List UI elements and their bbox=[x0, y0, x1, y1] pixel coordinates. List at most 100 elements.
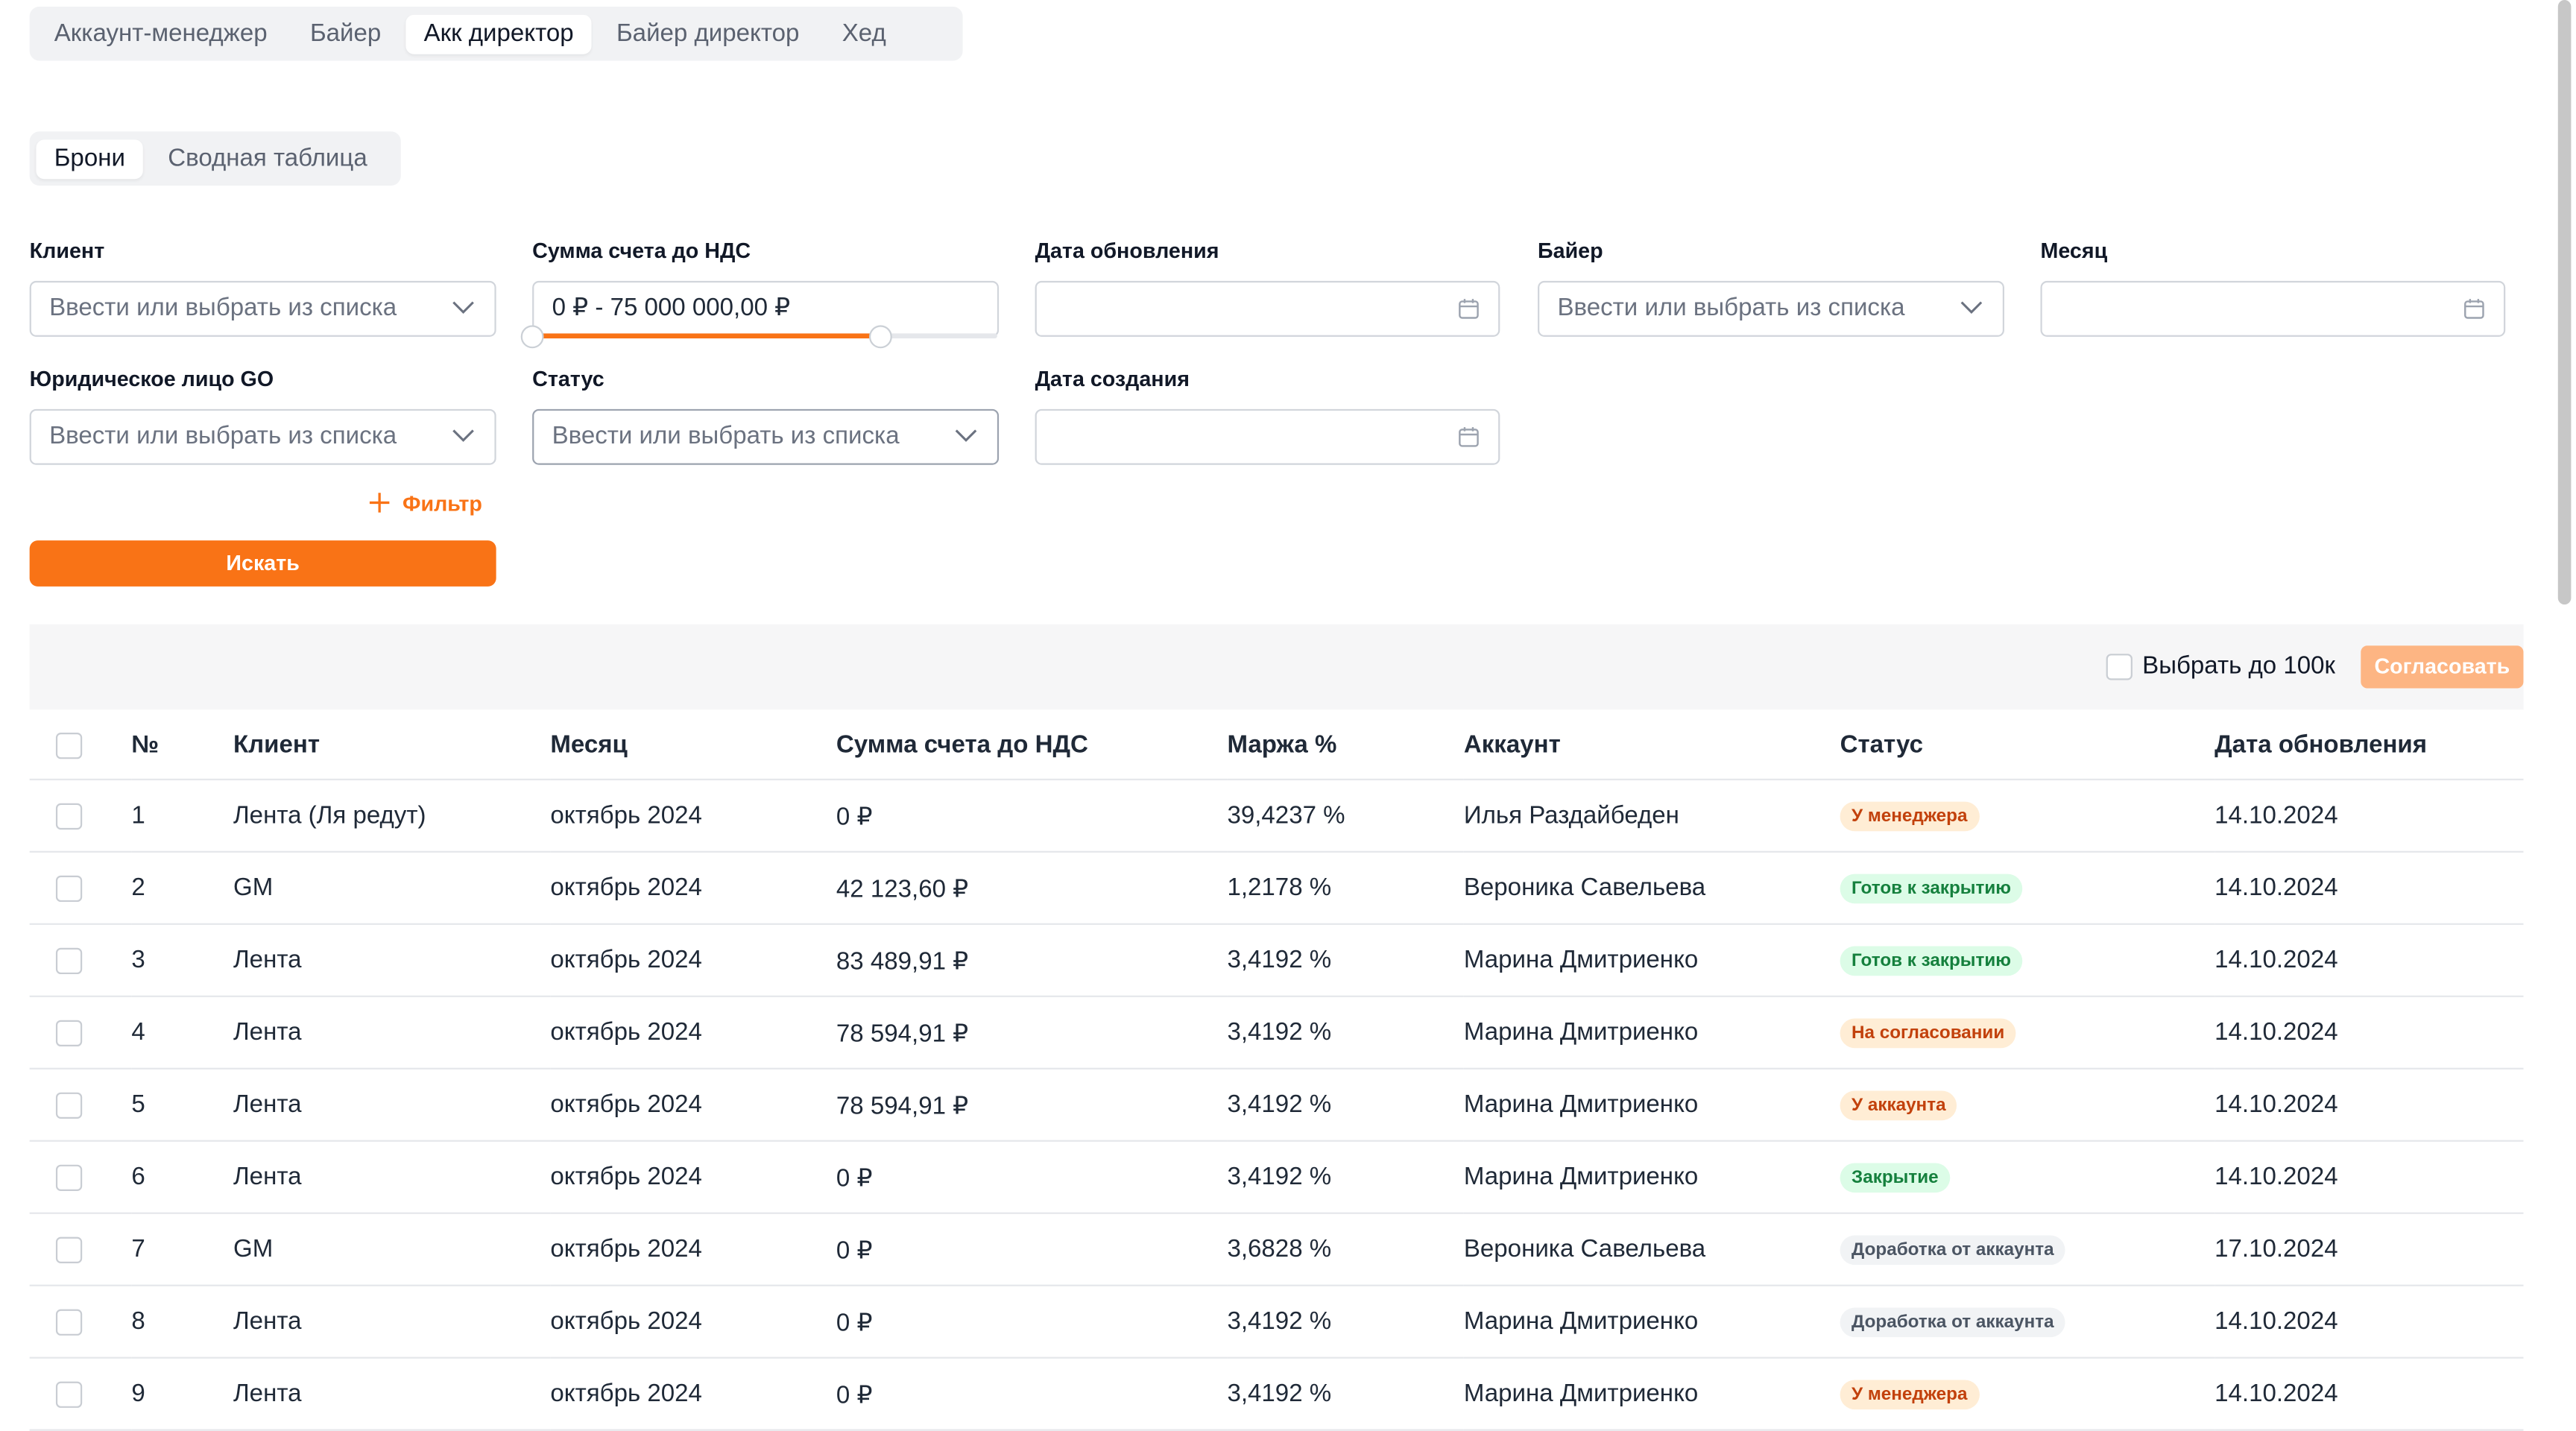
row-number-cell: 9 bbox=[131, 1357, 233, 1431]
row-month-cell: октябрь 2024 bbox=[550, 1140, 836, 1214]
row-updated-date: 14.10.2024 bbox=[2214, 946, 2338, 975]
page-scrollbar[interactable] bbox=[2557, 0, 2572, 605]
row-checkbox[interactable] bbox=[55, 1092, 83, 1119]
sum-range-input[interactable]: 0 ₽ - 75 000 000,00 ₽ bbox=[532, 280, 1000, 337]
legal-entity-select[interactable]: Ввести или выбрать из списка bbox=[29, 408, 496, 465]
table-row[interactable]: 8 Лента октябрь 2024 0 ₽ 3,4192 % Марина Дмит… bbox=[29, 1285, 2524, 1359]
col-header-account[interactable]: Аккаунт bbox=[1463, 710, 1840, 780]
tab-buyer-director[interactable]: Байер директор bbox=[616, 19, 800, 47]
row-account-cell: Марина Дмитриенко bbox=[1463, 1140, 1840, 1214]
created-date-label: Дата создания bbox=[1035, 366, 1190, 391]
row-checkbox[interactable] bbox=[55, 1381, 83, 1408]
col-header-number[interactable]: № bbox=[131, 710, 233, 780]
created-date-picker[interactable] bbox=[1035, 408, 1500, 465]
table-row[interactable]: 2 GM октябрь 2024 42 123,60 ₽ 1,2178 % Верони… bbox=[29, 851, 2524, 925]
buyer-select[interactable]: Ввести или выбрать из списка bbox=[1538, 280, 2005, 337]
row-sum: 78 594,91 ₽ bbox=[836, 1091, 969, 1120]
table-row[interactable]: 9 Лента октябрь 2024 0 ₽ 3,4192 % Марина Дмит… bbox=[29, 1357, 2524, 1431]
sum-range-min-handle[interactable] bbox=[520, 325, 544, 349]
row-updated-date: 17.10.2024 bbox=[2214, 1235, 2338, 1263]
row-margin-cell: 3,4192 % bbox=[1227, 1285, 1464, 1359]
col-header-updated[interactable]: Дата обновления bbox=[2214, 710, 2524, 780]
tab-account-director[interactable]: Акк директор bbox=[405, 13, 592, 54]
row-checkbox[interactable] bbox=[55, 1020, 83, 1047]
status-badge: У менеджера bbox=[1840, 1380, 1979, 1410]
row-number-cell: 2 bbox=[131, 851, 233, 925]
row-margin: 39,4237 % bbox=[1227, 801, 1345, 830]
buyer-filter-label: Байер bbox=[1538, 238, 1603, 263]
row-sum-cell: 0 ₽ bbox=[836, 1140, 1228, 1214]
row-status-cell: У аккаунта bbox=[1840, 1068, 2215, 1142]
col-header-margin[interactable]: Маржа % bbox=[1227, 710, 1464, 780]
row-margin-cell: 3,6828 % bbox=[1227, 1213, 1464, 1286]
table-row[interactable]: 5 Лента октябрь 2024 78 594,91 ₽ 3,4192 % Мар… bbox=[29, 1068, 2524, 1142]
row-margin: 3,4192 % bbox=[1227, 946, 1332, 975]
row-updated-date: 14.10.2024 bbox=[2214, 1380, 2338, 1408]
table-row[interactable]: 6 Лента октябрь 2024 0 ₽ 3,4192 % Марина Дмит… bbox=[29, 1140, 2524, 1214]
row-client-cell: Лента bbox=[233, 1140, 551, 1214]
tab-pivot-table[interactable]: Сводная таблица bbox=[168, 143, 367, 172]
row-month-cell: октябрь 2024 bbox=[550, 1068, 836, 1142]
row-number: 7 bbox=[131, 1235, 145, 1263]
row-checkbox[interactable] bbox=[55, 803, 83, 830]
row-updated-date: 14.10.2024 bbox=[2214, 1090, 2338, 1119]
row-updated-date-cell: 14.10.2024 bbox=[2214, 1140, 2524, 1214]
row-checkbox[interactable] bbox=[55, 1236, 83, 1263]
row-account: Марина Дмитриенко bbox=[1463, 946, 1699, 975]
table-row[interactable]: 4 Лента октябрь 2024 78 594,91 ₽ 3,4192 % Мар… bbox=[29, 996, 2524, 1070]
row-sum: 0 ₽ bbox=[836, 1236, 873, 1265]
row-sum-cell: 0 ₽ bbox=[836, 779, 1228, 853]
table-row[interactable]: 1 Лента (Ля редут) октябрь 2024 0 ₽ 39,4237 … bbox=[29, 779, 2524, 853]
status-badge: У аккаунта bbox=[1840, 1090, 1958, 1121]
table-row[interactable]: 3 Лента октябрь 2024 83 489,91 ₽ 3,4192 % Мар… bbox=[29, 923, 2524, 997]
tab-head[interactable]: Хед bbox=[842, 19, 886, 47]
row-client: Лента bbox=[233, 1163, 302, 1191]
status-badge: Готов к закрытию bbox=[1840, 874, 2023, 904]
row-margin: 3,4192 % bbox=[1227, 1090, 1332, 1119]
row-checkbox[interactable] bbox=[55, 1164, 83, 1192]
add-filter-button[interactable]: Фильтр bbox=[368, 488, 482, 518]
row-checkbox[interactable] bbox=[55, 1309, 83, 1336]
row-checkbox-cell-cell bbox=[29, 996, 132, 1070]
status-badge: Готов к закрытию bbox=[1840, 946, 2023, 976]
row-status-cell: Доработка от аккаунта bbox=[1840, 1285, 2215, 1359]
row-status-cell: Закрытие bbox=[1840, 1140, 2215, 1214]
sum-range-fill bbox=[532, 333, 881, 339]
calendar-icon bbox=[1459, 299, 1479, 319]
col-header-sum[interactable]: Сумма счета до НДС bbox=[836, 710, 1228, 780]
sum-range-max-handle[interactable] bbox=[869, 325, 893, 349]
row-month-cell: октябрь 2024 bbox=[550, 1357, 836, 1431]
legal-entity-placeholder: Ввести или выбрать из списка bbox=[49, 422, 397, 450]
table-row[interactable]: 7 GM октябрь 2024 0 ₽ 3,6828 % Вероника Савел… bbox=[29, 1213, 2524, 1286]
col-header-client[interactable]: Клиент bbox=[233, 710, 551, 780]
row-sum-cell: 0 ₽ bbox=[836, 1213, 1228, 1286]
row-client-cell: GM bbox=[233, 1213, 551, 1286]
row-margin-cell: 3,4192 % bbox=[1227, 923, 1464, 997]
search-button[interactable]: Искать bbox=[29, 540, 496, 587]
select-all-checkbox[interactable] bbox=[55, 731, 83, 759]
tab-account-manager[interactable]: Аккаунт-менеджер bbox=[54, 19, 268, 47]
row-checkbox[interactable] bbox=[55, 875, 83, 903]
row-number: 4 bbox=[131, 1018, 145, 1047]
buyer-select-placeholder: Ввести или выбрать из списка bbox=[1557, 294, 1905, 323]
row-sum: 0 ₽ bbox=[836, 802, 873, 831]
updated-date-picker[interactable] bbox=[1035, 280, 1500, 337]
select-100k-checkbox[interactable] bbox=[2106, 654, 2133, 680]
row-checkbox[interactable] bbox=[55, 947, 83, 975]
client-select[interactable]: Ввести или выбрать из списка bbox=[29, 280, 496, 337]
tab-bookings[interactable]: Брони bbox=[36, 139, 144, 179]
row-client: Лента bbox=[233, 1018, 302, 1047]
status-select[interactable]: Ввести или выбрать из списка bbox=[532, 408, 1000, 465]
row-account-cell: Вероника Савельева bbox=[1463, 1213, 1840, 1286]
month-picker[interactable] bbox=[2040, 280, 2506, 337]
status-filter-label: Статус bbox=[532, 366, 604, 391]
row-number: 2 bbox=[131, 874, 145, 903]
row-client-cell: Лента bbox=[233, 923, 551, 997]
sum-filter-label: Сумма счета до НДС bbox=[532, 238, 751, 263]
row-updated-date: 14.10.2024 bbox=[2214, 801, 2338, 830]
col-header-status[interactable]: Статус bbox=[1840, 710, 2215, 780]
row-account-cell: Марина Дмитриенко bbox=[1463, 1285, 1840, 1359]
tab-buyer[interactable]: Байер bbox=[309, 19, 382, 47]
approve-button[interactable]: Согласовать bbox=[2361, 645, 2524, 689]
col-header-month[interactable]: Месяц bbox=[550, 710, 836, 780]
